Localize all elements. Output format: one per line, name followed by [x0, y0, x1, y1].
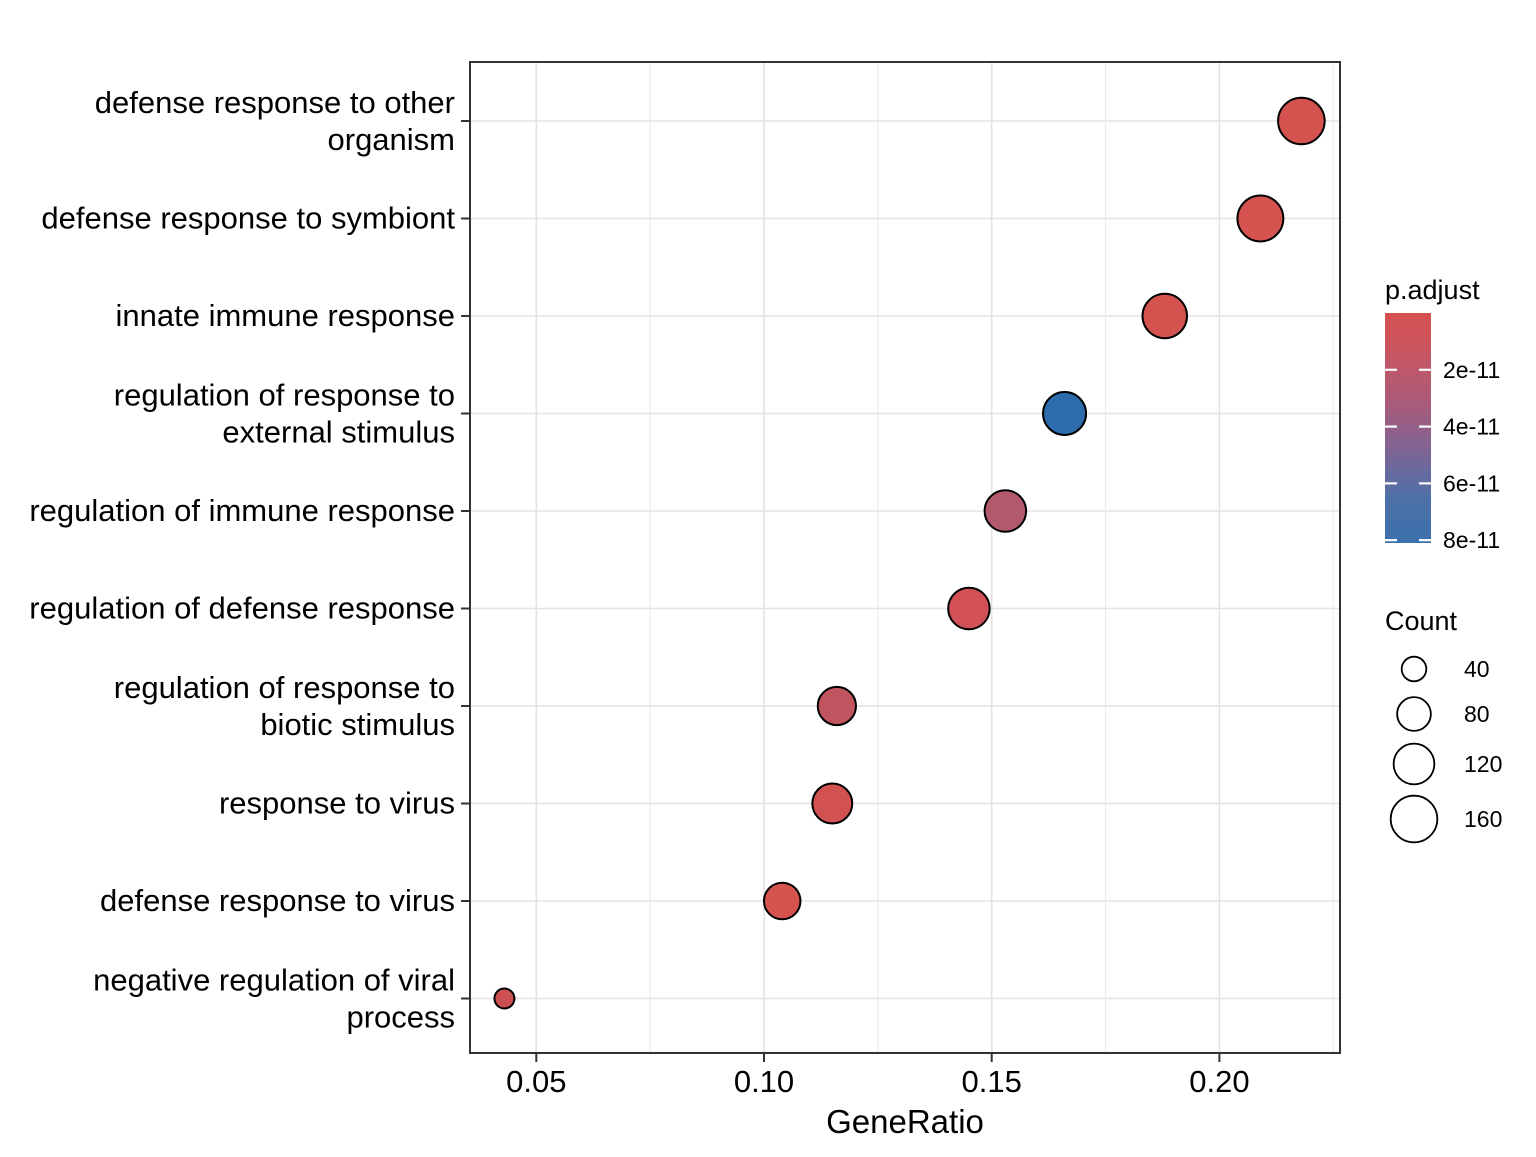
y-axis-label: regulation of defense response: [29, 591, 455, 626]
data-point: [816, 685, 857, 727]
data-point: [1277, 96, 1326, 146]
x-axis-tick-label: 0.10: [734, 1064, 794, 1099]
colorbar-ticks: [1385, 368, 1431, 542]
y-axis-label: regulation of response to external stimul…: [114, 378, 455, 450]
y-axis-label: defense response to symbiont: [41, 201, 455, 236]
y-axis-label: innate immune response: [116, 298, 455, 333]
x-axis-tick-label: 0.20: [1189, 1064, 1249, 1099]
colorbar-tick-labels: 2e-11 4e-11 6e-11 8e-11: [1443, 357, 1500, 553]
count-legend-label: 40: [1464, 656, 1490, 682]
data-point: [1042, 390, 1088, 437]
panel-border: [469, 61, 1341, 1054]
count-legend-circle: [1392, 742, 1436, 786]
count-legend-circle: [1396, 696, 1432, 732]
data-point: [983, 489, 1028, 533]
count-legend-label: 80: [1464, 701, 1490, 727]
x-axis-title: GeneRatio: [826, 1103, 984, 1140]
colorbar-tick-label: 6e-11: [1443, 470, 1500, 496]
colorbar-tick-label: 8e-11: [1443, 527, 1500, 553]
axis-ticks: [461, 120, 1221, 1062]
count-legend-items: 40 80 120 160: [1389, 655, 1502, 844]
colorbar-tick-label: 2e-11: [1443, 357, 1500, 383]
vertical-minor-gridlines: [649, 62, 1334, 1053]
data-point: [1141, 292, 1188, 340]
count-legend-label: 160: [1464, 806, 1502, 832]
y-axis-label: defense response to other organism: [95, 85, 455, 157]
count-legend-circle: [1400, 655, 1428, 683]
data-point: [1236, 194, 1285, 243]
colorbar-tick-label: 4e-11: [1443, 414, 1500, 440]
padjust-colorbar: [1385, 313, 1431, 543]
horizontal-gridlines: [470, 120, 1340, 1000]
y-axis-label: negative regulation of viral process: [93, 963, 455, 1035]
y-axis-label: regulation of immune response: [29, 493, 455, 528]
y-axis-label: response to virus: [219, 786, 455, 821]
y-axis-labels: defense response to other organism defense…: [29, 85, 455, 1035]
y-axis-label: regulation of response to biotic stimulus: [114, 670, 455, 742]
data-point: [947, 586, 991, 631]
count-legend-label: 120: [1464, 751, 1502, 777]
data-point: [493, 987, 516, 1010]
x-axis-tick-labels: 0.05 0.10 0.15 0.20: [506, 1064, 1249, 1099]
data-point: [811, 782, 854, 825]
data-points: [493, 96, 1326, 1010]
x-axis-tick-label: 0.15: [962, 1064, 1022, 1099]
count-legend-circle: [1389, 794, 1439, 844]
padjust-legend-title: p.adjust: [1385, 275, 1480, 305]
count-legend-title: Count: [1385, 606, 1458, 636]
data-point: [762, 881, 802, 921]
y-axis-label: defense response to virus: [100, 883, 455, 918]
vertical-major-gridlines: [535, 62, 1221, 1053]
x-axis-tick-label: 0.05: [506, 1064, 566, 1099]
